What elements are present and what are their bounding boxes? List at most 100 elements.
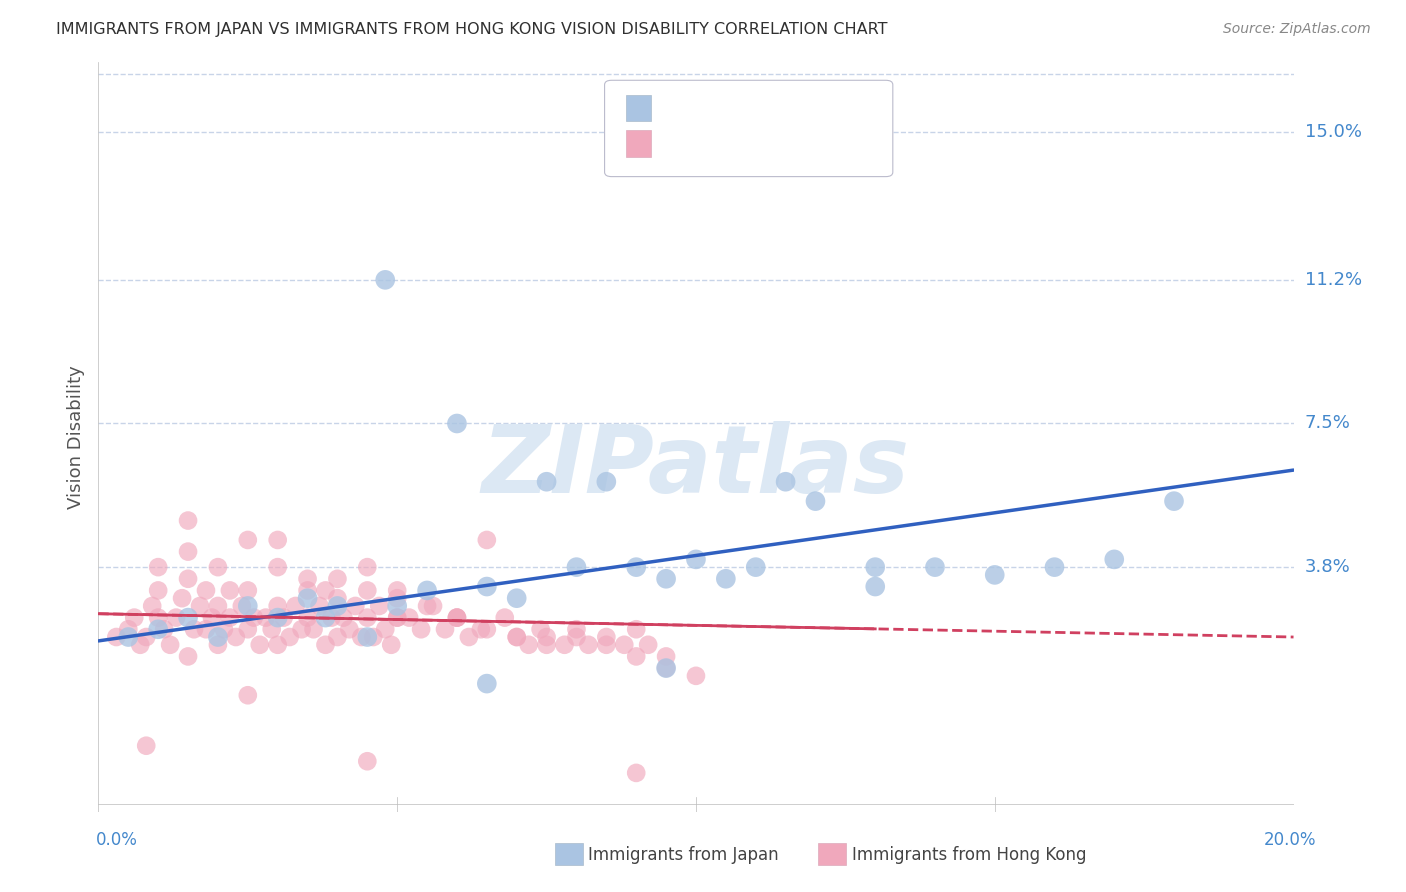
Point	[865, 580, 887, 594]
Text: N =: N =	[778, 138, 814, 153]
Point	[685, 552, 707, 566]
Point	[267, 599, 290, 613]
Point	[385, 591, 409, 606]
Point	[236, 583, 259, 598]
Point	[236, 688, 259, 702]
Point	[297, 610, 319, 624]
Text: Immigrants from Hong Kong: Immigrants from Hong Kong	[852, 846, 1087, 863]
Point	[446, 417, 468, 431]
Point	[326, 591, 349, 606]
Point	[291, 622, 314, 636]
Point	[411, 622, 433, 636]
Point	[385, 583, 409, 598]
Point	[135, 630, 157, 644]
Text: 11.2%: 11.2%	[1305, 271, 1362, 289]
Point	[350, 630, 373, 644]
Point	[536, 630, 558, 644]
Point	[595, 475, 617, 489]
Point	[356, 754, 378, 768]
Point	[297, 583, 319, 598]
Point	[626, 622, 648, 636]
Point	[219, 583, 242, 598]
Point	[183, 622, 205, 636]
Point	[385, 610, 409, 624]
Point	[775, 475, 797, 489]
Point	[595, 638, 617, 652]
Point	[315, 638, 337, 652]
Point	[267, 638, 290, 652]
Point	[177, 610, 200, 624]
Point	[141, 599, 163, 613]
Text: 103: 103	[811, 138, 845, 153]
Point	[172, 591, 194, 606]
Point	[578, 638, 600, 652]
Point	[273, 610, 295, 624]
Point	[219, 610, 242, 624]
Point	[475, 533, 498, 547]
Text: 0.324: 0.324	[702, 103, 752, 117]
Point	[165, 610, 187, 624]
Text: 0.0%: 0.0%	[96, 831, 138, 849]
Point	[458, 630, 481, 644]
Point	[267, 560, 290, 574]
Text: 7.5%: 7.5%	[1305, 415, 1351, 433]
Point	[267, 610, 290, 624]
Point	[655, 661, 678, 675]
Text: R =: R =	[662, 138, 697, 153]
Point	[984, 568, 1007, 582]
Point	[356, 630, 378, 644]
Point	[446, 610, 468, 624]
Point	[434, 622, 457, 636]
Point	[308, 599, 330, 613]
Point	[243, 610, 266, 624]
Point	[1104, 552, 1126, 566]
Point	[129, 638, 152, 652]
Point	[236, 533, 259, 547]
Point	[398, 610, 420, 624]
Point	[385, 610, 409, 624]
Point	[231, 599, 253, 613]
Point	[385, 599, 409, 613]
Point	[506, 630, 529, 644]
Point	[470, 622, 492, 636]
Point	[207, 630, 229, 644]
Text: 35: 35	[797, 103, 820, 117]
Point	[565, 560, 588, 574]
Text: IMMIGRANTS FROM JAPAN VS IMMIGRANTS FROM HONG KONG VISION DISABILITY CORRELATION: IMMIGRANTS FROM JAPAN VS IMMIGRANTS FROM…	[56, 22, 887, 37]
Point	[446, 610, 468, 624]
Point	[207, 560, 229, 574]
Point	[332, 610, 354, 624]
Point	[446, 610, 468, 624]
Point	[153, 622, 176, 636]
Point	[416, 583, 439, 598]
Point	[475, 676, 498, 690]
Text: 20.0%: 20.0%	[1264, 831, 1316, 849]
Point	[595, 630, 617, 644]
Point	[374, 273, 396, 287]
Point	[655, 649, 678, 664]
Point	[105, 630, 128, 644]
Point	[356, 583, 378, 598]
Point	[117, 630, 139, 644]
Point	[475, 622, 498, 636]
Point	[236, 622, 259, 636]
Point	[475, 580, 498, 594]
Point	[1163, 494, 1185, 508]
Point	[236, 599, 259, 613]
Point	[117, 622, 139, 636]
Point	[260, 622, 283, 636]
Point	[135, 739, 157, 753]
Point	[254, 610, 277, 624]
Point	[195, 583, 218, 598]
Point	[536, 638, 558, 652]
Point	[315, 610, 337, 624]
Point	[207, 599, 229, 613]
Point	[326, 599, 349, 613]
Point	[865, 560, 887, 574]
Point	[302, 622, 325, 636]
Point	[177, 514, 200, 528]
Point	[517, 638, 540, 652]
Point	[278, 630, 301, 644]
Point	[363, 630, 385, 644]
Text: Source: ZipAtlas.com: Source: ZipAtlas.com	[1223, 22, 1371, 37]
